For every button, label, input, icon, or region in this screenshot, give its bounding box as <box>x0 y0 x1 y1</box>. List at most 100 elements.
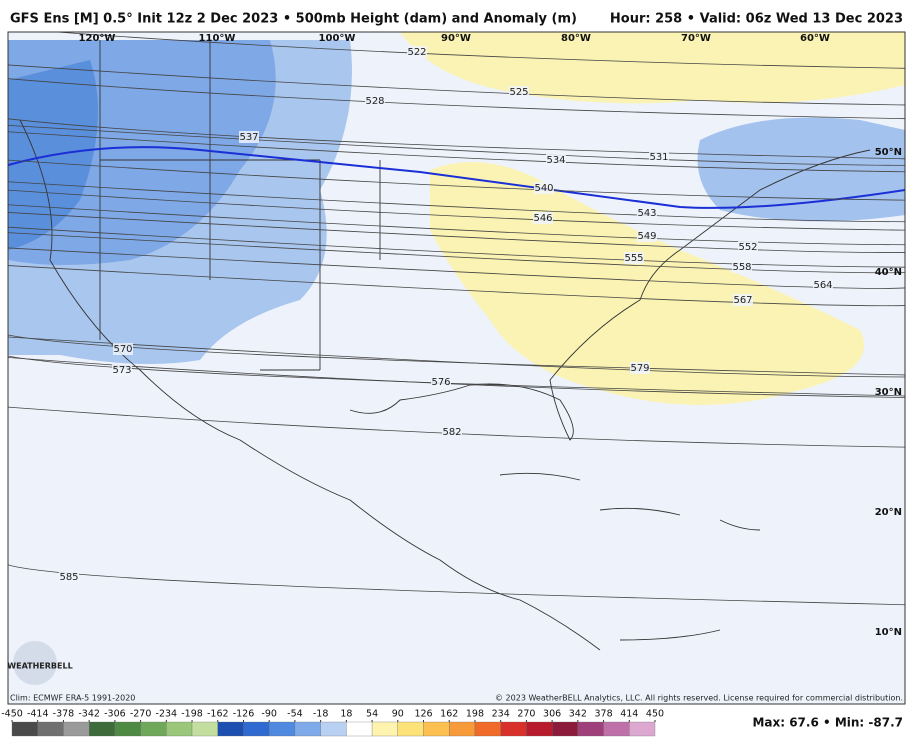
contour-label-bg <box>649 151 669 163</box>
map-frame <box>7 31 906 705</box>
contour-label: 546 <box>533 213 552 224</box>
colorbar-swatch <box>629 721 656 737</box>
latitude-label: 30°N <box>875 387 902 398</box>
longitude-label: 70°W <box>681 33 711 44</box>
colorbar-swatch <box>346 721 373 737</box>
contour-label-bg <box>112 364 132 376</box>
header-valid: Hour: 258 • Valid: 06z Wed 13 Dec 2023 <box>610 12 903 27</box>
latitude-label: 50°N <box>875 147 902 158</box>
colorbar-tick-label: -234 <box>156 709 178 720</box>
colorbar-swatch <box>269 721 296 737</box>
colorbar-swatch <box>89 721 116 737</box>
contour-label: 564 <box>813 280 832 291</box>
colorbar: -450 -414 -378 -342 -306 -270 -234 -198 -162 -126… <box>1 709 664 737</box>
contour-label-bg <box>534 182 554 194</box>
colorbar-tick-label: 198 <box>466 709 484 720</box>
colorbar-tick-label: 270 <box>517 709 535 720</box>
colorbar-swatch <box>217 721 244 737</box>
contour-line <box>8 118 905 160</box>
contour-line <box>8 64 905 106</box>
contour-label-bg <box>624 252 644 264</box>
colorbar-tick-label: -342 <box>78 709 100 720</box>
colorbar-swatch <box>423 721 450 737</box>
contour-line <box>51 32 905 69</box>
contour-label: 549 <box>637 231 656 242</box>
contour-label: 570 <box>113 344 132 355</box>
colorbar-swatch <box>371 721 398 737</box>
contour-label-bg <box>59 571 79 583</box>
contour-label: 537 <box>239 132 258 143</box>
contour-label-bg <box>509 86 529 98</box>
colorbar-tick-label: 342 <box>569 709 587 720</box>
contour-line <box>8 212 905 253</box>
contour-line <box>8 232 905 274</box>
colorbar-tick-label: 414 <box>620 709 638 720</box>
colorbar-tick-label: 90 <box>392 709 404 720</box>
colorbar-tick-label: -54 <box>287 709 303 720</box>
contour-line <box>8 265 905 307</box>
colorbar-swatch <box>114 721 141 737</box>
colorbar-swatch <box>243 721 270 737</box>
colorbar-tick-label: -414 <box>27 709 49 720</box>
colorbar-tick-label: -270 <box>130 709 152 720</box>
latitude-label: 10°N <box>875 627 902 638</box>
contour-label: 522 <box>407 47 426 58</box>
colorbar-swatch <box>500 721 527 737</box>
contour-label-bg <box>239 131 259 143</box>
positive-anomaly <box>400 32 905 104</box>
colorbar-tick-label: -162 <box>207 709 229 720</box>
logo: WEATHERBELL <box>7 662 72 671</box>
colorbar-swatch <box>140 721 167 737</box>
contour-line <box>8 159 905 201</box>
colorbar-tick-label: -90 <box>261 709 277 720</box>
contour-label-bg <box>733 294 753 306</box>
copyright: © 2023 WeatherBELL Analytics, LLC. All r… <box>495 694 903 703</box>
contour-label: 582 <box>442 427 461 438</box>
colorbar-swatch <box>397 721 424 737</box>
contour-line <box>8 226 905 268</box>
colorbar-tick-label: 54 <box>366 709 378 720</box>
colorbar-swatch <box>474 721 501 737</box>
contour-label-bg <box>431 376 451 388</box>
colorbar-swatch <box>526 721 553 737</box>
contour-label: 558 <box>732 262 751 273</box>
contour-label: 534 <box>546 155 565 166</box>
contour-label: 585 <box>59 572 78 583</box>
contour-line <box>8 564 905 606</box>
negative-anomaly <box>697 117 905 222</box>
contour-label: 579 <box>630 363 649 374</box>
longitude-label: 100°W <box>319 33 356 44</box>
colorbar-swatch <box>577 721 604 737</box>
contour-label: 540 <box>534 183 553 194</box>
colorbar-tick-label: 162 <box>440 709 458 720</box>
colorbar-swatch <box>320 721 347 737</box>
contour-label: 525 <box>509 87 528 98</box>
contour-label-bg <box>813 279 833 291</box>
contour-label-bg <box>533 212 553 224</box>
contour-line <box>8 336 905 378</box>
contour-label-bg <box>113 343 133 355</box>
contour-label: 531 <box>649 152 668 163</box>
map-labels: 120°W 110°W 100°W 90°W 80°W 70°W 60°W 50°N 40°N 3… <box>59 33 902 638</box>
contour-label-bg <box>637 230 657 242</box>
contour-line <box>8 131 905 173</box>
colorbar-tick-label: -378 <box>53 709 75 720</box>
longitude-label: 90°W <box>441 33 471 44</box>
latitude-label: 40°N <box>875 267 902 278</box>
longitude-label: 80°W <box>561 33 591 44</box>
contour-label: 567 <box>733 295 752 306</box>
colorbar-tick-label: -126 <box>233 709 255 720</box>
contour-label-bg <box>407 46 427 58</box>
longitude-label: 60°W <box>800 33 830 44</box>
colorbar-tick-label: 126 <box>414 709 432 720</box>
colorbar-swatch <box>11 721 38 737</box>
contour-line <box>8 355 905 397</box>
contour-label-bg <box>365 95 385 107</box>
colorbar-tick-label: -450 <box>1 709 23 720</box>
colorbar-swatch <box>166 721 193 737</box>
contour-label: 552 <box>738 242 757 253</box>
colorbar-swatch <box>37 721 64 737</box>
max-min: Max: 67.6 • Min: -87.7 <box>752 716 903 730</box>
colorbar-tick-label: -306 <box>104 709 126 720</box>
